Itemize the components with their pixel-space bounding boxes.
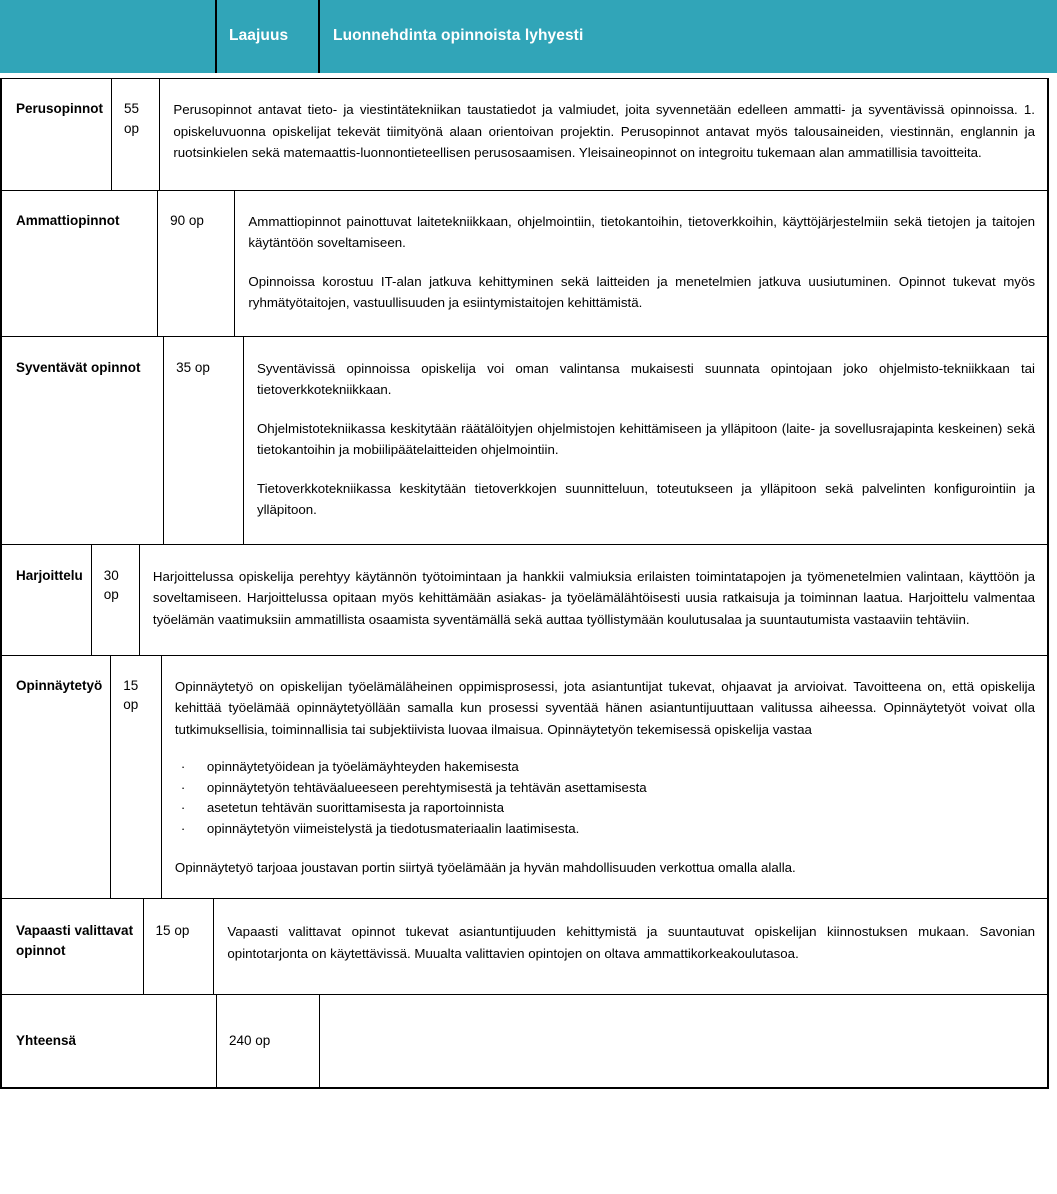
- bullet-list-item: · opinnäytetyön tehtäväalueeseen perehtym…: [175, 778, 1035, 799]
- table-row: Syventävät opinnot 35 op Syventävissä opin…: [2, 336, 1047, 545]
- description-closing-paragraph: Opinnäytetyö tarjoaa joustavan portin si…: [174, 859, 796, 875]
- table-row: Opinnäytetyö 15 op Opinnäytetyö on opiskel…: [2, 655, 1047, 900]
- cell-credit-scope: 55 op: [112, 79, 161, 190]
- cell-credit-scope: 30 op: [92, 544, 140, 655]
- description-paragraph: Perusopinnot antavat tieto- ja viestintä…: [173, 102, 1035, 161]
- bullet-list-item: · asetetun tehtävän suorittamisesta ja ra…: [175, 798, 1035, 819]
- description-paragraph: Vapaasti valittavat opinnot tukevat asia…: [227, 924, 1035, 961]
- bullet-marker-icon: ·: [180, 820, 186, 836]
- cell-study-module-name: Syventävät opinnot: [2, 336, 165, 544]
- cell-study-module-name: Vapaasti valittavat opinnot: [2, 899, 144, 995]
- cell-description: [320, 995, 1047, 1087]
- table-row: Perusopinnot 55 op Perusopinnot antavat ti…: [2, 79, 1047, 191]
- description-paragraph: Opinnoissa korostuu IT-alan jatkuva kehi…: [248, 273, 1035, 311]
- cell-credit-scope: 240 op: [217, 995, 320, 1087]
- description-paragraph: Syventävissä opinnoissa opiskelija voi o…: [256, 360, 1035, 398]
- cell-description: Vapaasti valittavat opinnot tukevat asia…: [214, 899, 1047, 994]
- header-label-scope: Laajuus: [229, 27, 289, 45]
- table-row: Harjoittelu 30 op Harjoittelussa opiskelij…: [2, 544, 1047, 656]
- description-paragraph: Ammattiopinnot painottuvat laitetekniikk…: [248, 213, 1035, 251]
- description-paragraph: Tietoverkkotekniikassa keskitytään tieto…: [256, 480, 1035, 518]
- description-paragraph: Ohjelmistotekniikassa keskitytään räätäl…: [256, 420, 1035, 458]
- cell-credit-scope: 15 op: [111, 655, 162, 899]
- cell-description: Opinnäytetyö on opiskelijan työelämälähe…: [162, 656, 1047, 899]
- table-header-row: Laajuus Luonnehdinta opinnoista lyhyesti: [0, 0, 1057, 73]
- cell-description: Syventävissä opinnoissa opiskelija voi o…: [244, 337, 1047, 544]
- cell-study-module-name: Yhteensä: [2, 995, 217, 1087]
- bullet-marker-icon: ·: [180, 800, 186, 816]
- description-bullet-list: · opinnäytetyöidean ja työelämäyhteyden h…: [175, 757, 1035, 839]
- table-body: Perusopinnot 55 op Perusopinnot antavat ti…: [0, 78, 1049, 1089]
- description-paragraph: Opinnäytetyö on opiskelijan työelämälähe…: [174, 678, 1035, 737]
- bullet-list-item: · opinnäytetyön viimeistelystä ja tiedotu…: [175, 819, 1035, 840]
- header-cell-scope: Laajuus: [217, 0, 320, 73]
- bullet-list-item-text: opinnäytetyön viimeistelystä ja tiedotus…: [206, 820, 580, 836]
- header-label-description: Luonnehdinta opinnoista lyhyesti: [333, 27, 584, 45]
- cell-credit-scope: 15 op: [144, 899, 215, 995]
- table-row: Yhteensä 240 op: [2, 995, 1047, 1087]
- table-row: Ammattiopinnot 90 op Ammattiopinnot painot…: [2, 190, 1047, 337]
- cell-credit-scope: 35 op: [164, 336, 244, 544]
- cell-description: Perusopinnot antavat tieto- ja viestintä…: [160, 79, 1047, 190]
- bullet-list-item-text: asetetun tehtävän suorittamisesta ja rap…: [206, 800, 504, 816]
- bullet-marker-icon: ·: [180, 779, 186, 795]
- bullet-list-item-text: opinnäytetyöidean ja työelämäyhteyden ha…: [206, 759, 519, 775]
- cell-credit-scope: 90 op: [158, 190, 236, 336]
- description-paragraph: Harjoittelussa opiskelija perehtyy käytä…: [152, 568, 1035, 627]
- bullet-list-item: · opinnäytetyöidean ja työelämäyhteyden h…: [175, 757, 1035, 778]
- cell-description: Harjoittelussa opiskelija perehtyy käytä…: [140, 545, 1047, 655]
- bullet-list-item-text: opinnäytetyön tehtäväalueeseen perehtymi…: [206, 779, 647, 795]
- cell-study-module-name: Perusopinnot: [2, 79, 112, 190]
- cell-study-module-name: Harjoittelu: [2, 544, 92, 655]
- bullet-marker-icon: ·: [180, 759, 186, 775]
- cell-description: Ammattiopinnot painottuvat laitetekniikk…: [235, 191, 1047, 336]
- header-cell-name: [0, 0, 217, 73]
- table-row: Vapaasti valittavat opinnot 15 op Vapaasti…: [2, 899, 1047, 996]
- cell-study-module-name: Opinnäytetyö: [2, 655, 112, 899]
- header-cell-description: Luonnehdinta opinnoista lyhyesti: [320, 0, 1057, 73]
- cell-study-module-name: Ammattiopinnot: [2, 190, 159, 336]
